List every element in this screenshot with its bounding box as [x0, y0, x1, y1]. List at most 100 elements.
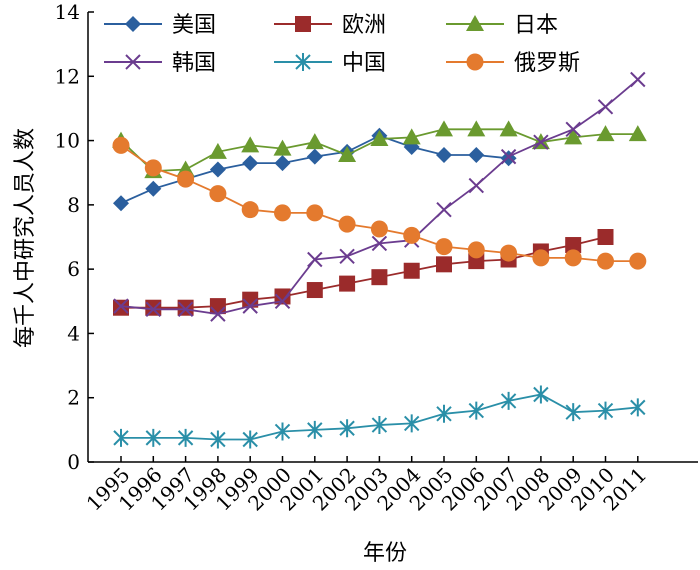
data-point: [210, 430, 226, 449]
data-point: [145, 299, 162, 316]
series-3: [113, 71, 646, 322]
legend-item: 欧洲: [274, 13, 386, 38]
legend-marker: [295, 16, 311, 32]
y-tick-label: 12: [55, 64, 80, 88]
data-point: [113, 299, 129, 316]
data-point: [112, 136, 130, 154]
data-point: [306, 204, 324, 222]
series-1: [113, 229, 614, 316]
data-point: [468, 147, 485, 164]
data-point: [564, 128, 583, 145]
data-point: [307, 420, 323, 439]
data-point: [145, 180, 162, 197]
data-point: [403, 414, 420, 433]
legend-marker: [125, 54, 141, 70]
legend-item: 美国: [104, 13, 216, 38]
data-point: [435, 238, 453, 256]
data-point: [629, 252, 647, 270]
x-axis-title: 年份: [363, 541, 407, 566]
data-point: [274, 288, 291, 305]
data-point: [208, 142, 227, 159]
data-point: [242, 298, 258, 314]
data-point: [274, 204, 291, 222]
legend-marker: [466, 15, 484, 31]
data-point: [274, 155, 291, 172]
y-tick-label: 10: [55, 129, 80, 153]
legend-label: 中国: [342, 51, 386, 76]
series-5: [112, 136, 647, 270]
y-tick-label: 6: [67, 257, 80, 281]
series-layer: [112, 71, 647, 449]
data-point: [144, 159, 162, 177]
legend-label: 欧洲: [342, 13, 386, 38]
data-point: [467, 241, 485, 259]
data-point: [306, 282, 323, 299]
y-tick-label: 4: [67, 321, 80, 345]
x-axis-ticks: 1995199619971998199920002001200220032004…: [82, 456, 651, 516]
data-point: [630, 398, 646, 417]
data-point: [177, 299, 194, 316]
data-point: [242, 430, 258, 449]
data-point: [209, 298, 226, 315]
data-point: [403, 226, 421, 244]
data-point: [565, 237, 582, 254]
data-point: [500, 391, 517, 410]
data-point: [436, 404, 452, 423]
data-point: [402, 128, 421, 145]
legend-marker: [466, 53, 484, 71]
legend-label: 韩国: [172, 51, 216, 76]
data-point: [338, 146, 357, 163]
data-point: [564, 249, 582, 267]
data-point: [532, 249, 550, 267]
legend-item: 日本: [446, 13, 558, 38]
data-point: [371, 416, 388, 435]
legend-label: 俄罗斯: [514, 51, 580, 76]
legend-marker: [295, 53, 311, 71]
data-point: [435, 120, 453, 137]
data-point: [177, 301, 194, 318]
data-point: [274, 293, 291, 309]
legend-label: 美国: [172, 13, 216, 38]
data-point: [500, 244, 518, 262]
data-point: [242, 155, 259, 172]
data-point: [597, 229, 614, 245]
axes: [87, 12, 698, 463]
data-point: [241, 201, 259, 219]
data-point: [273, 139, 292, 156]
data-point: [565, 403, 581, 422]
data-point: [500, 150, 517, 167]
legend-label: 日本: [514, 13, 558, 38]
data-point: [596, 125, 615, 142]
data-point: [436, 201, 452, 218]
series-line: [121, 236, 606, 309]
data-point: [242, 291, 259, 308]
data-point: [565, 121, 581, 138]
legend-item: 韩国: [104, 51, 216, 76]
legend-item: 俄罗斯: [446, 51, 580, 76]
data-point: [533, 134, 549, 150]
data-point: [210, 306, 226, 322]
data-point: [209, 161, 226, 178]
data-point: [370, 220, 388, 238]
data-point: [403, 262, 420, 279]
data-point: [145, 428, 162, 447]
data-point: [436, 256, 452, 273]
data-point: [339, 275, 356, 292]
data-point: [306, 148, 323, 165]
y-axis-title: 每千人中研究人员人数: [13, 128, 38, 348]
data-point: [241, 136, 260, 153]
data-point: [468, 401, 485, 420]
series-4: [113, 385, 646, 449]
data-point: [630, 71, 646, 88]
data-point: [370, 129, 389, 146]
data-point: [500, 148, 517, 165]
data-point: [499, 120, 518, 137]
y-axis-ticks: 0 2 4 6 8 10 12 14: [55, 0, 94, 474]
data-point: [338, 215, 356, 233]
data-point: [177, 170, 195, 188]
data-point: [274, 422, 291, 441]
data-point: [307, 251, 323, 268]
data-point: [305, 133, 324, 150]
